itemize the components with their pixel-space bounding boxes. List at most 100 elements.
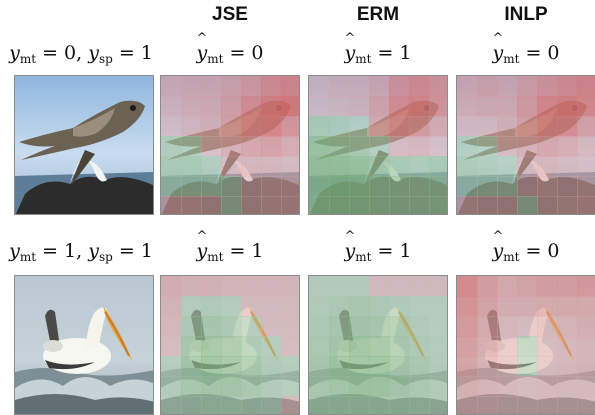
- heatmap-cell: [577, 196, 595, 214]
- heatmap-cell: [281, 156, 299, 177]
- heatmap-cell: [457, 196, 478, 214]
- heatmap-cell: [537, 136, 558, 157]
- heatmap-cell: [281, 396, 299, 414]
- heatmap-cell: [409, 316, 430, 337]
- heatmap-cell: [181, 376, 202, 397]
- heatmap-cell: [329, 336, 350, 357]
- heatmap-cell: [429, 176, 447, 197]
- heatmap-cell: [457, 396, 478, 414]
- heatmap-cell: [161, 96, 182, 117]
- heatmap-cell: [221, 136, 242, 157]
- heatmap-cell: [309, 156, 330, 177]
- row2-true-label: ymt = 1, ysp = 1: [9, 240, 153, 264]
- heatmap-cell: [181, 156, 202, 177]
- heatmap-cell: [409, 136, 430, 157]
- heatmap-cell: [369, 356, 390, 377]
- heatmap-cell: [281, 196, 299, 214]
- heatmap-cell: [369, 296, 390, 317]
- heatmap-cell: [517, 96, 538, 117]
- heatmap-cell: [181, 136, 202, 157]
- heatmap-cell: [201, 336, 222, 357]
- heatmap-cell: [221, 276, 242, 297]
- heatmap-cell: [221, 176, 242, 197]
- heatmap-cell: [537, 356, 558, 377]
- heatmap-cell: [497, 336, 518, 357]
- heatmap-cell: [457, 136, 478, 157]
- heatmap-cell: [389, 116, 410, 137]
- heatmap-cell: [309, 116, 330, 137]
- heatmap-cell: [329, 296, 350, 317]
- heatmap-cell: [161, 296, 182, 317]
- heatmap-cell: [261, 276, 282, 297]
- row1-erm-pred: ymt = 1: [308, 31, 448, 66]
- heatmap-cell: [389, 176, 410, 197]
- heatmap-cell: [161, 316, 182, 337]
- heatmap-cell: [221, 116, 242, 137]
- heatmap-cell: [241, 396, 262, 414]
- heatmap-cell: [577, 176, 595, 197]
- heatmap-cell: [537, 336, 558, 357]
- heatmap-cell: [161, 376, 182, 397]
- heatmap-cell: [349, 156, 370, 177]
- heatmap-cell: [281, 116, 299, 137]
- heatmap-cell: [349, 76, 370, 97]
- heatmap-cell: [349, 336, 370, 357]
- heatmap-cell: [457, 176, 478, 197]
- heatmap-cell: [389, 356, 410, 377]
- heatmap-cell: [349, 136, 370, 157]
- heatmap-cell: [577, 156, 595, 177]
- heatmap-cell: [477, 156, 498, 177]
- heatmap-cell: [557, 76, 578, 97]
- heatmap-cell: [309, 276, 330, 297]
- heatmap-cell: [281, 96, 299, 117]
- heatmap-cell: [497, 176, 518, 197]
- heatmap-cell: [557, 136, 578, 157]
- heatmap-cell: [241, 196, 262, 214]
- heatmap-cell: [577, 276, 595, 297]
- heatmap-cell: [241, 76, 262, 97]
- heatmap-cell: [577, 116, 595, 137]
- heatmap-cell: [181, 356, 202, 377]
- heatmap-cell: [557, 176, 578, 197]
- heatmap-cell: [537, 76, 558, 97]
- heatmap-cell: [429, 316, 447, 337]
- heatmap-cell: [241, 376, 262, 397]
- heatmap-cell: [281, 176, 299, 197]
- heatmap-cell: [497, 356, 518, 377]
- heatmap-cell: [537, 156, 558, 177]
- heatmap-cell: [429, 376, 447, 397]
- heatmap-cell: [329, 276, 350, 297]
- row1-inlp-pred: ymt = 0: [456, 31, 595, 66]
- heatmap-cell: [517, 116, 538, 137]
- heatmap-cell: [261, 116, 282, 137]
- heatmap-cell: [389, 96, 410, 117]
- heatmap-cell: [241, 156, 262, 177]
- heatmap-cell: [161, 116, 182, 137]
- heatmap-cell: [497, 136, 518, 157]
- heatmap-cell: [369, 196, 390, 214]
- heatmap-cell: [329, 116, 350, 137]
- heatmap-cell: [537, 376, 558, 397]
- heatmap-cell: [161, 196, 182, 214]
- heatmap-cell: [181, 96, 202, 117]
- heatmap-cell: [477, 116, 498, 137]
- heatmap-cell: [577, 376, 595, 397]
- heatmap-cell: [429, 276, 447, 297]
- column-header-inlp: INLP: [504, 4, 548, 25]
- heatmap-cell: [309, 96, 330, 117]
- heatmap-cell: [389, 316, 410, 337]
- heatmap-cell: [429, 296, 447, 317]
- heatmap-cell: [457, 376, 478, 397]
- heatmap-cell: [369, 96, 390, 117]
- heatmap-cell: [557, 196, 578, 214]
- heatmap-cell: [221, 296, 242, 317]
- heatmap-cell: [557, 336, 578, 357]
- heatmap-cell: [281, 356, 299, 377]
- heatmap-cell: [309, 176, 330, 197]
- heatmap-cell: [409, 76, 430, 97]
- heatmap-cell: [329, 356, 350, 377]
- heatmap-cell: [477, 96, 498, 117]
- row2-inlp-heatmap: [456, 275, 595, 415]
- heatmap-cell: [497, 76, 518, 97]
- heatmap-cell: [409, 296, 430, 317]
